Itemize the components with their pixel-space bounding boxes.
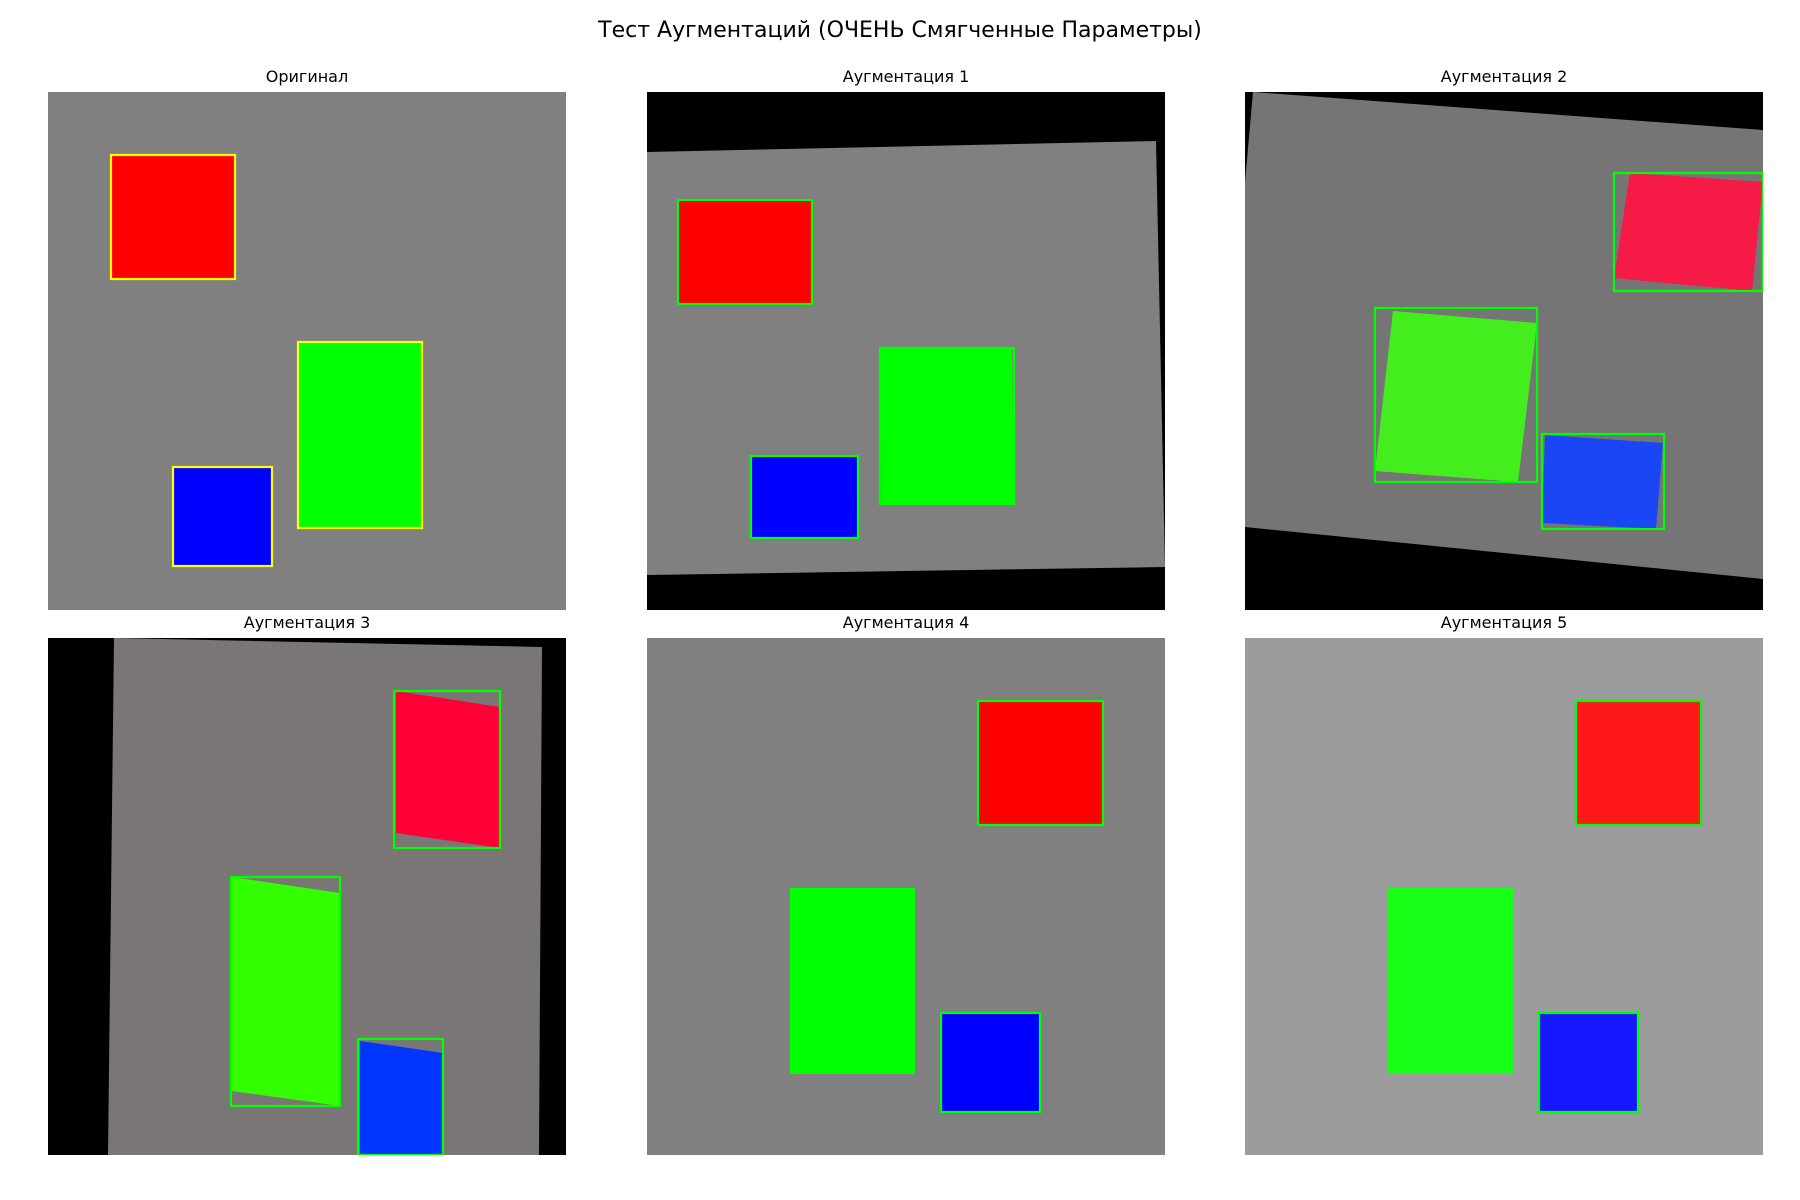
- blue-bbox: [939, 1011, 1042, 1114]
- panel-augmentation-5: Аугментация 5: [1245, 613, 1763, 1155]
- red-bbox: [1574, 699, 1703, 827]
- red-square: [978, 701, 1103, 825]
- red-square: [396, 691, 500, 848]
- panel-title: Аугментация 3: [243, 613, 371, 632]
- green-rect: [1388, 888, 1513, 1074]
- red-bbox: [109, 153, 237, 281]
- panel-augmentation-3: Аугментация 3: [48, 613, 566, 1155]
- blue-square: [941, 1013, 1040, 1112]
- panel-augmentation-1: Аугментация 1: [647, 67, 1165, 610]
- panel-image: [647, 92, 1165, 610]
- red-bbox: [1612, 171, 1763, 293]
- green-rect: [790, 888, 915, 1074]
- panel-image: [647, 638, 1165, 1155]
- red-square: [1614, 173, 1763, 291]
- blue-square: [1539, 1013, 1638, 1112]
- blue-square: [751, 456, 858, 538]
- green-rect: [298, 342, 422, 528]
- panel-original: Оригинал: [48, 67, 566, 610]
- blue-square: [1542, 435, 1663, 529]
- panel-title: Аугментация 2: [1440, 67, 1568, 86]
- panel-image: [48, 92, 566, 610]
- green-rect: [232, 877, 340, 1106]
- panel-title: Аугментация 4: [842, 613, 970, 632]
- green-bbox: [229, 875, 342, 1108]
- green-rect: [1375, 311, 1537, 482]
- blue-bbox: [749, 454, 860, 540]
- panel-title: Оригинал: [265, 67, 349, 86]
- blue-bbox: [171, 465, 274, 568]
- panel-augmentation-4: Аугментация 4: [647, 613, 1165, 1155]
- red-square: [1576, 701, 1701, 825]
- green-rect: [880, 348, 1014, 504]
- blue-bbox: [1540, 432, 1666, 531]
- red-bbox: [976, 699, 1105, 827]
- red-square: [111, 155, 235, 279]
- red-bbox: [392, 689, 502, 850]
- blue-square: [173, 467, 272, 566]
- green-bbox: [1373, 306, 1539, 484]
- red-bbox: [676, 198, 814, 306]
- panel-augmentation-2: Аугментация 2: [1245, 67, 1763, 610]
- panel-image: [1245, 638, 1763, 1155]
- panel-title: Аугментация 1: [842, 67, 970, 86]
- red-square: [678, 200, 812, 304]
- blue-bbox: [356, 1037, 445, 1155]
- blue-bbox: [1537, 1011, 1640, 1114]
- blue-square: [360, 1041, 443, 1155]
- panel-image: [48, 638, 566, 1155]
- green-bbox: [296, 340, 424, 530]
- panel-title: Аугментация 5: [1440, 613, 1568, 632]
- green-bbox: [878, 346, 1016, 506]
- panel-image: [1245, 92, 1763, 610]
- figure-title: Тест Аугментаций (ОЧЕНЬ Смягченные Парам…: [598, 18, 1202, 43]
